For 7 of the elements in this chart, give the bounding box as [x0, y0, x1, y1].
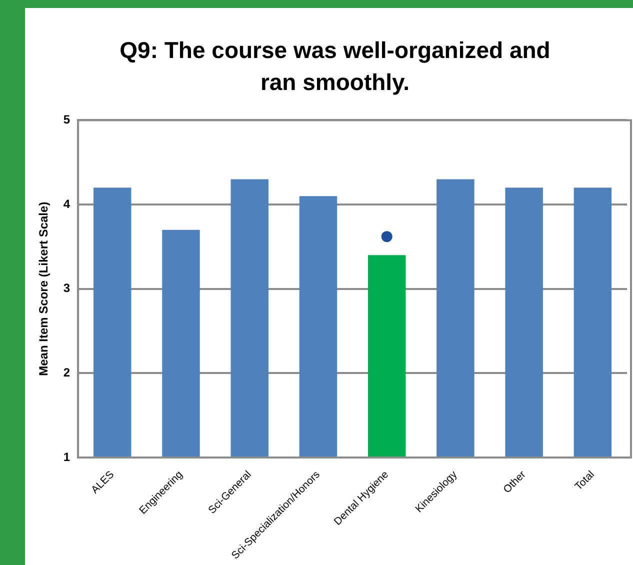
y-tick-label: 4 [63, 196, 70, 211]
y-tick-label: 3 [63, 281, 70, 296]
y-tick-label: 2 [63, 365, 70, 380]
chart-title: Q9: The course was well-organized and ran smoothly. [118, 36, 552, 97]
y-tick-label: 5 [63, 112, 70, 127]
y-axis-title: Mean Item Score (Likert Scale) [36, 202, 51, 376]
y-tick-label: 1 [63, 450, 70, 464]
